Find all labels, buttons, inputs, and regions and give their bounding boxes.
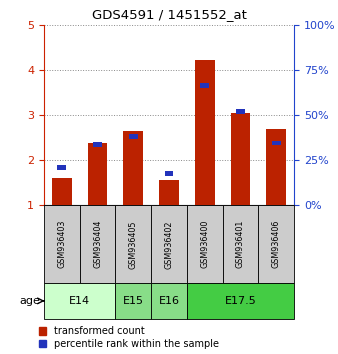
Text: GSM936403: GSM936403	[57, 220, 66, 268]
Text: GSM936400: GSM936400	[200, 220, 209, 268]
Bar	[80, 205, 115, 283]
Bar	[266, 129, 286, 205]
Bar	[115, 283, 151, 319]
Text: GSM936406: GSM936406	[272, 220, 281, 268]
Text: GSM936405: GSM936405	[129, 220, 138, 269]
Text: E15: E15	[123, 296, 144, 306]
Bar	[258, 205, 294, 283]
Bar	[200, 84, 209, 88]
Bar	[187, 283, 294, 319]
Bar	[231, 113, 250, 205]
Text: age: age	[20, 296, 41, 306]
Bar	[129, 135, 138, 139]
Bar	[115, 205, 151, 283]
Bar	[272, 141, 281, 145]
Bar	[88, 143, 107, 205]
Bar	[151, 283, 187, 319]
Bar	[151, 205, 187, 283]
Bar	[223, 205, 258, 283]
Text: GSM936402: GSM936402	[165, 220, 173, 269]
Legend: transformed count, percentile rank within the sample: transformed count, percentile rank withi…	[39, 326, 219, 349]
Text: GSM936401: GSM936401	[236, 220, 245, 268]
Title: GDS4591 / 1451552_at: GDS4591 / 1451552_at	[92, 8, 246, 21]
Bar	[44, 205, 80, 283]
Bar	[195, 60, 215, 205]
Bar	[93, 142, 102, 147]
Bar	[236, 109, 245, 114]
Text: E16: E16	[159, 296, 179, 306]
Bar	[187, 205, 223, 283]
Text: E17.5: E17.5	[224, 296, 256, 306]
Text: GSM936404: GSM936404	[93, 220, 102, 268]
Bar	[57, 165, 66, 170]
Bar	[123, 131, 143, 205]
Text: E14: E14	[69, 296, 90, 306]
Bar	[44, 283, 115, 319]
Bar	[52, 178, 72, 205]
Bar	[165, 171, 173, 176]
Bar	[159, 181, 179, 205]
